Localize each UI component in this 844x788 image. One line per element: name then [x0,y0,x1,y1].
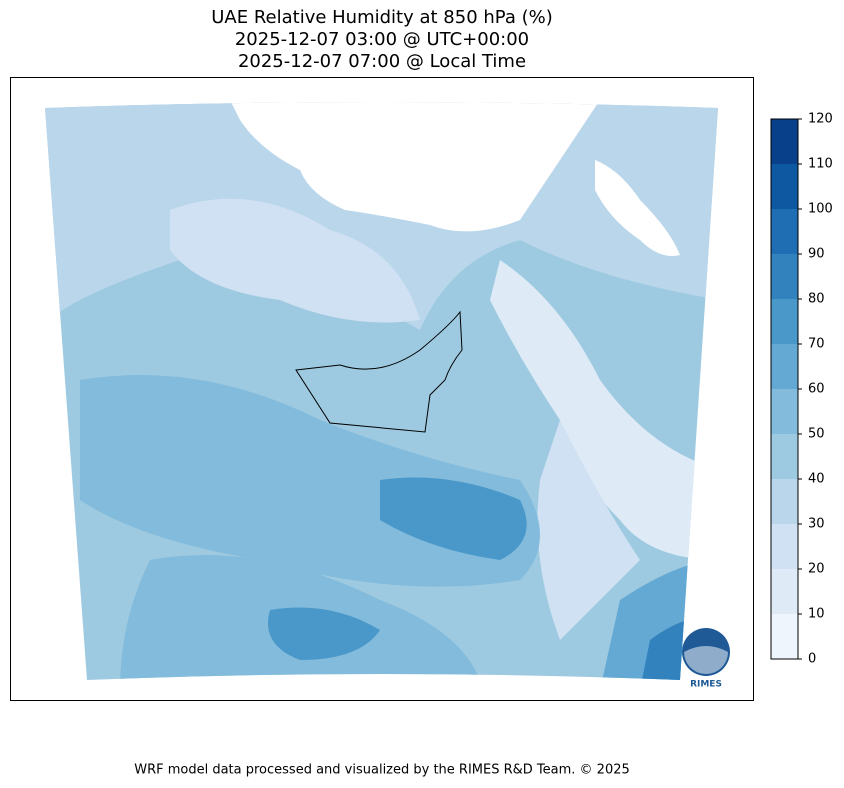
colorbar: 0 10 20 30 40 50 60 70 80 90 100 110 120 [770,112,833,667]
title-line: 2025-12-07 03:00 @ UTC+00:00 [235,29,529,50]
colorbar-tick-label: 10 [808,607,825,622]
title-line: 2025-12-07 07:00 @ Local Time [238,51,526,72]
colorbar-tick-label: 100 [808,202,833,217]
logo-wave [684,646,728,674]
colorbar-segment [771,299,798,344]
colorbar-segment [771,569,798,614]
colorbar-tick-label: 40 [808,472,825,487]
colorbar-segment [771,119,798,164]
colorbar-segment [771,209,798,254]
colorbar-segment [771,479,798,524]
colorbar-segment [771,164,798,209]
colorbar-tick-label: 90 [808,247,825,262]
colorbar-tick-label: 60 [808,382,825,397]
colorbar-tick-label: 30 [808,517,825,532]
colorbar-tick-label: 20 [808,562,825,577]
colorbar-tick-label: 120 [808,112,833,127]
colorbar-tick-label: 0 [808,652,816,667]
colorbar-tick-label: 110 [808,157,833,172]
map-frame [10,77,754,701]
colorbar-segment [771,524,798,569]
colorbar-segment [771,389,798,434]
colorbar-segment [771,434,798,479]
map: RIMES [10,77,754,701]
logo-text: RIMES [690,680,722,690]
title-line: UAE Relative Humidity at 850 hPa (%) [211,7,552,28]
country-border [295,310,463,433]
colorbar-tick-label: 50 [808,427,825,442]
colorbar-segment [771,614,798,659]
colorbar-tick-label: 70 [808,337,825,352]
colorbar-segment [771,254,798,299]
colorbar-tick-label: 80 [808,292,825,307]
colorbar-segment [771,344,798,389]
humidity-field [45,102,718,680]
footer: WRF model data processed and visualized … [134,763,630,778]
